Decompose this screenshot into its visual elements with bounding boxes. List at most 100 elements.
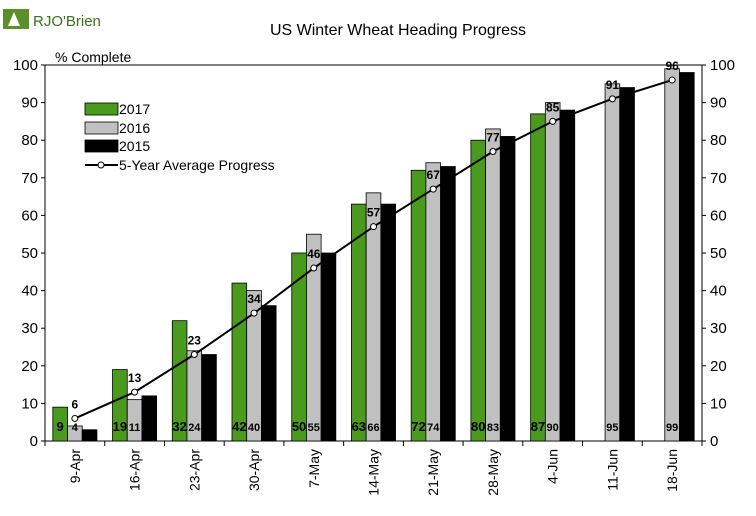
average-value-label: 67	[427, 168, 441, 182]
bar-2016-21-May	[425, 162, 441, 442]
legend-swatch-2017	[84, 102, 119, 116]
y-tick-label-left: 60	[21, 207, 38, 224]
logo-text: RJO'Brien	[33, 13, 101, 30]
bar-value-label: 74	[427, 422, 440, 434]
average-value-label: 57	[367, 206, 381, 220]
average-value-label: 6	[72, 397, 79, 411]
bar-value-label: 55	[308, 422, 320, 434]
legend: 2017 2016 2015 5-Year Average Progress	[84, 101, 275, 173]
bar-value-label: 66	[367, 422, 379, 434]
average-line: 6 13 23 34 46 57 67 77 85 91 96	[71, 59, 679, 422]
legend-label-2017: 2017	[119, 101, 150, 117]
y-tick-label-right: 50	[710, 245, 727, 262]
average-value-label: 77	[486, 130, 500, 144]
x-tick-label: 16-Apr	[127, 449, 143, 491]
y-tick-label-right: 100	[710, 57, 735, 74]
bar-2015-11-Jun	[619, 87, 635, 442]
y-tick-label-left: 100	[13, 57, 38, 74]
y-tick-label-right: 60	[710, 207, 727, 224]
chart-title: US Winter Wheat Heading Progress	[270, 22, 526, 39]
bar-2015-21-May	[440, 166, 456, 442]
legend-swatch-2016	[84, 121, 119, 135]
average-point	[549, 117, 557, 125]
x-tick-label: 14-May	[366, 449, 382, 496]
bar-2017-21-May	[410, 169, 427, 442]
y-tick-label-left: 80	[21, 132, 38, 149]
bar-2017-9-Apr	[52, 406, 68, 442]
average-value-label: 91	[606, 78, 620, 92]
x-tick-label: 30-Apr	[246, 449, 262, 491]
bar-value-label: 83	[487, 422, 499, 434]
bar-2015-9-Apr	[81, 429, 98, 442]
bar-2017-28-May	[470, 139, 487, 442]
legend-label-average: 5-Year Average Progress	[119, 157, 275, 173]
bar-value-label: 40	[248, 422, 260, 434]
bar-value-label: 9	[57, 419, 64, 434]
brand-logo: RJO'Brien	[3, 9, 101, 30]
y-tick-label-right: 80	[710, 132, 727, 149]
bar-2015-14-May	[380, 203, 396, 442]
logo-mark-accent-icon	[8, 12, 20, 26]
bar-value-label: 11	[129, 422, 141, 434]
average-point	[190, 351, 198, 359]
bar-2015-28-May	[499, 136, 516, 442]
y-axis-right: 0 10 20 30 40 50 60 70 80 90 100	[702, 57, 735, 450]
average-point	[131, 388, 139, 396]
bar-2015-30-Apr	[260, 305, 277, 442]
average-value-label: 34	[247, 292, 261, 306]
average-point	[370, 223, 377, 231]
legend-label-2015: 2015	[119, 138, 150, 154]
bar-value-label: 99	[666, 422, 678, 434]
bar-value-label: 24	[188, 422, 201, 434]
bar-value-label: 95	[606, 422, 618, 434]
bar-2015-7-May	[320, 252, 337, 442]
bar-value-label: 42	[232, 419, 246, 434]
average-value-label: 85	[546, 100, 560, 114]
bar-value-label: 32	[172, 419, 186, 434]
bar-2015-18-Jun	[679, 72, 695, 442]
x-tick-label: 7-May	[306, 449, 322, 488]
bar-2015-16-Apr	[141, 395, 158, 442]
y-axis-title: % Complete	[55, 49, 131, 65]
bar-2016-18-Jun	[664, 68, 680, 442]
x-tick-label: 18-Jun	[664, 449, 680, 492]
x-tick-label: 28-May	[485, 449, 501, 496]
bar-2015-4-Jun	[559, 109, 576, 442]
y-tick-label-right: 30	[710, 320, 727, 337]
bar-value-label: 72	[411, 419, 425, 434]
y-tick-label-left: 30	[21, 320, 38, 337]
y-tick-label-right: 40	[710, 283, 727, 300]
bar-2017-4-Jun	[530, 113, 546, 442]
bar-value-label: 90	[547, 422, 559, 434]
y-tick-label-right: 20	[710, 358, 727, 375]
bar-value-label: 19	[113, 419, 127, 434]
y-tick-label-left: 20	[21, 358, 38, 375]
x-tick-label: 21-May	[425, 449, 441, 496]
x-tick-label: 23-Apr	[186, 449, 202, 491]
average-point	[310, 264, 318, 272]
bar-2016-16-Apr	[126, 399, 143, 442]
bar-2016-28-May	[485, 128, 501, 442]
bar-value-label: 4	[72, 422, 79, 434]
average-value-label: 13	[128, 371, 142, 385]
average-value-label: 46	[307, 247, 321, 261]
average-point	[608, 95, 616, 103]
bar-2016-4-Jun	[544, 102, 561, 442]
y-tick-label-right: 10	[710, 395, 727, 412]
bars	[52, 68, 695, 442]
y-axis-left: 0 10 20 30 40 50 60 70 80 90 100	[13, 57, 45, 450]
y-tick-label-left: 70	[21, 170, 38, 187]
x-tick-label: 9-Apr	[67, 449, 83, 484]
average-value-label: 23	[188, 334, 202, 348]
bar-2017-7-May	[291, 252, 307, 442]
x-axis: 9-Apr 16-Apr 23-Apr 30-Apr 7-May 14-May 21-May…	[44, 441, 703, 496]
x-tick-label: 11-Jun	[604, 449, 620, 491]
x-tick-label: 4-Jun	[545, 449, 561, 484]
bar-value-label: 50	[292, 419, 306, 434]
average-point	[668, 76, 676, 84]
bar-2015-23-Apr	[201, 354, 217, 442]
y-tick-label-left: 90	[21, 95, 38, 112]
legend-swatch-2015	[84, 139, 119, 153]
legend-line-marker-icon	[97, 161, 105, 169]
legend-label-2016: 2016	[119, 120, 150, 136]
